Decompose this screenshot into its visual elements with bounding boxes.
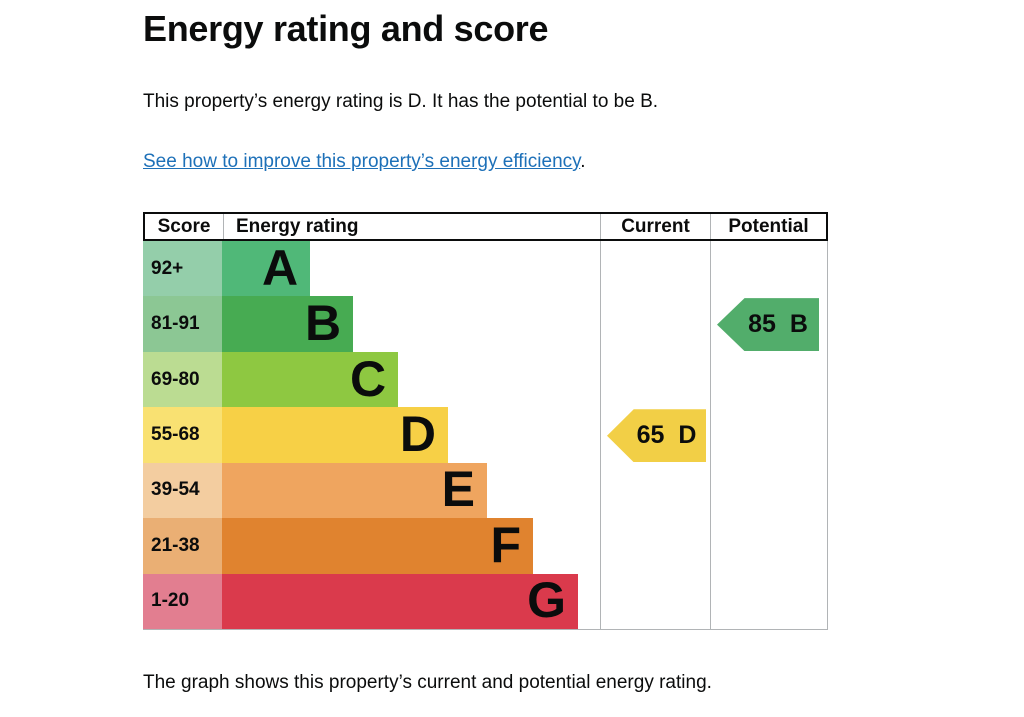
band-row-f: 21-38 F	[143, 516, 828, 574]
band-score-range: 92+	[143, 241, 222, 297]
band-score-range: 1-20	[143, 573, 222, 629]
link-period: .	[580, 151, 586, 172]
band-row-a: 92+ A	[143, 239, 828, 297]
band-score-range: 55-68	[143, 407, 222, 463]
improve-efficiency-link[interactable]: See how to improve this property’s energ…	[143, 151, 581, 172]
epc-body: 92+ A 81-91 B 69-80 C 55-68 D 39-54 E 21-38 F 1-20 G …	[143, 241, 828, 630]
band-letter: D	[399, 405, 437, 462]
current-rating-arrow: 65 D	[607, 409, 706, 463]
band-rating-area: B	[222, 295, 600, 352]
current-rating-letter: D	[678, 421, 697, 450]
band-score-range: 81-91	[143, 296, 222, 352]
band-bar: A	[222, 239, 311, 297]
potential-rating-letter: B	[789, 310, 808, 339]
column-header-rating: Energy rating	[223, 214, 600, 239]
band-bar: C	[222, 350, 399, 408]
column-header-current: Current	[600, 214, 710, 239]
band-row-e: 39-54 E	[143, 461, 828, 519]
summary-text: This property’s energy rating is D. It h…	[143, 91, 659, 112]
potential-rating-value: 85	[748, 310, 776, 339]
band-letter: E	[441, 461, 475, 518]
band-score-range: 21-38	[143, 518, 222, 574]
band-rating-area: A	[222, 239, 600, 297]
band-bar: E	[222, 461, 487, 519]
band-letter: F	[490, 516, 522, 573]
potential-rating-arrow: 85 B	[717, 298, 819, 352]
band-letter: B	[305, 295, 342, 352]
potential-column-right-border	[827, 241, 828, 629]
band-row-g: 1-20 G	[143, 572, 828, 629]
band-row-b: 81-91 B	[143, 295, 828, 352]
improve-link-line: See how to improve this property’s energ…	[143, 151, 586, 173]
epc-header-row: Score Energy rating Current Potential	[143, 212, 828, 241]
potential-column-left-border	[710, 241, 711, 629]
band-letter: C	[350, 350, 387, 407]
band-letter: A	[261, 239, 299, 296]
band-row-d: 55-68 D	[143, 405, 828, 463]
band-score-range: 39-54	[143, 462, 222, 519]
current-column-left-border	[600, 241, 601, 629]
column-header-potential: Potential	[710, 214, 826, 239]
column-header-score: Score	[157, 215, 211, 237]
band-rating-area: D	[222, 405, 600, 463]
band-letter: G	[527, 572, 567, 629]
band-bar: B	[222, 295, 354, 352]
band-bar: D	[222, 405, 449, 463]
current-rating-value: 65	[636, 421, 665, 450]
epc-chart: Score Energy rating Current Potential 92…	[143, 212, 828, 630]
band-rows: 92+ A 81-91 B 69-80 C 55-68 D 39-54 E 21-38 F 1-20 G	[143, 241, 828, 629]
band-bar: G	[222, 572, 579, 629]
band-row-c: 69-80 C	[143, 350, 828, 408]
band-rating-area: G	[222, 572, 600, 629]
band-rating-area: F	[222, 516, 600, 574]
band-rating-area: E	[222, 461, 600, 519]
page-title: Energy rating and score	[143, 8, 549, 49]
graph-caption: The graph shows this property’s current …	[143, 672, 712, 693]
band-score-range: 69-80	[143, 351, 222, 408]
band-rating-area: C	[222, 350, 600, 408]
band-bar: F	[222, 516, 534, 574]
